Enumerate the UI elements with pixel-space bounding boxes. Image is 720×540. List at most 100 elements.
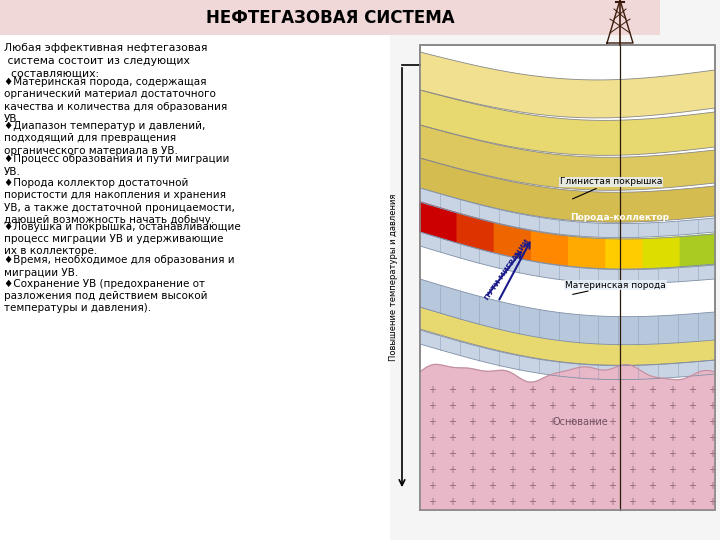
Text: +: + <box>488 465 496 475</box>
Text: +: + <box>428 385 436 395</box>
Text: +: + <box>708 417 716 427</box>
Text: +: + <box>448 481 456 491</box>
Text: +: + <box>428 401 436 411</box>
Polygon shape <box>680 234 715 267</box>
Text: +: + <box>568 497 576 507</box>
Text: +: + <box>628 465 636 475</box>
Text: +: + <box>548 481 556 491</box>
Polygon shape <box>495 223 531 261</box>
Polygon shape <box>606 239 643 269</box>
Polygon shape <box>420 330 715 380</box>
Polygon shape <box>420 52 715 118</box>
FancyBboxPatch shape <box>0 0 660 35</box>
Text: +: + <box>608 433 616 443</box>
Text: +: + <box>688 465 696 475</box>
Text: +: + <box>508 449 516 459</box>
Text: +: + <box>528 481 536 491</box>
Text: +: + <box>468 465 476 475</box>
Text: +: + <box>548 497 556 507</box>
Text: +: + <box>508 417 516 427</box>
Text: +: + <box>648 497 656 507</box>
Text: +: + <box>448 465 456 475</box>
Text: +: + <box>548 465 556 475</box>
Text: +: + <box>528 417 536 427</box>
Text: +: + <box>508 401 516 411</box>
FancyBboxPatch shape <box>0 35 390 540</box>
Text: +: + <box>468 497 476 507</box>
Text: Материнская порода: Материнская порода <box>565 280 666 294</box>
Text: +: + <box>468 385 476 395</box>
Text: +: + <box>628 417 636 427</box>
Text: +: + <box>668 401 676 411</box>
Text: +: + <box>588 497 596 507</box>
Text: +: + <box>508 385 516 395</box>
Text: +: + <box>568 433 576 443</box>
Text: +: + <box>668 385 676 395</box>
Text: +: + <box>608 385 616 395</box>
Text: +: + <box>648 481 656 491</box>
Text: +: + <box>668 465 676 475</box>
Text: +: + <box>608 417 616 427</box>
Text: +: + <box>648 385 656 395</box>
Text: +: + <box>708 465 716 475</box>
Polygon shape <box>420 232 715 284</box>
Text: ПУТИ МИГРАЦИИ: ПУТИ МИГРАЦИИ <box>484 239 530 301</box>
Text: +: + <box>528 465 536 475</box>
Polygon shape <box>420 90 715 156</box>
Polygon shape <box>420 307 715 365</box>
Text: +: + <box>428 497 436 507</box>
Text: +: + <box>548 449 556 459</box>
Polygon shape <box>420 188 715 238</box>
Text: +: + <box>628 401 636 411</box>
Text: ♦Сохранение УВ (предохранение от
разложения под действием высокой
температуры и : ♦Сохранение УВ (предохранение от разложе… <box>4 279 207 313</box>
Text: +: + <box>688 449 696 459</box>
Text: +: + <box>688 497 696 507</box>
Text: +: + <box>708 497 716 507</box>
Text: +: + <box>608 497 616 507</box>
Polygon shape <box>569 236 606 269</box>
Text: +: + <box>448 401 456 411</box>
Text: +: + <box>548 401 556 411</box>
Text: Основание: Основание <box>552 417 608 427</box>
Text: +: + <box>668 433 676 443</box>
Text: +: + <box>648 465 656 475</box>
Text: +: + <box>668 417 676 427</box>
Polygon shape <box>420 279 715 345</box>
Text: +: + <box>548 385 556 395</box>
Text: +: + <box>708 385 716 395</box>
Text: +: + <box>608 401 616 411</box>
Text: Повышение температуры и давления: Повышение температуры и давления <box>390 194 398 361</box>
Text: +: + <box>688 385 696 395</box>
Text: +: + <box>508 465 516 475</box>
Text: +: + <box>488 497 496 507</box>
Text: +: + <box>488 401 496 411</box>
Text: +: + <box>628 385 636 395</box>
Text: +: + <box>668 497 676 507</box>
Text: +: + <box>528 449 536 459</box>
Text: +: + <box>508 433 516 443</box>
Text: +: + <box>448 385 456 395</box>
Polygon shape <box>643 237 680 269</box>
Text: НЕФТЕГАЗОВАЯ СИСТЕМА: НЕФТЕГАЗОВАЯ СИСТЕМА <box>206 9 454 27</box>
Text: +: + <box>428 465 436 475</box>
Text: +: + <box>528 385 536 395</box>
Text: ♦Порода коллектор достаточной
пористости для накопления и хранения
УВ, а также д: ♦Порода коллектор достаточной пористости… <box>4 178 235 225</box>
Text: +: + <box>588 417 596 427</box>
Text: +: + <box>488 385 496 395</box>
Text: +: + <box>468 449 476 459</box>
Text: +: + <box>568 481 576 491</box>
Text: +: + <box>488 481 496 491</box>
Text: +: + <box>688 417 696 427</box>
Polygon shape <box>457 213 495 253</box>
Text: +: + <box>428 433 436 443</box>
Text: ♦Диапазон температур и давлений,
подходящий для превращения
органического матери: ♦Диапазон температур и давлений, подходя… <box>4 121 205 156</box>
Text: +: + <box>588 385 596 395</box>
Text: +: + <box>608 481 616 491</box>
Text: +: + <box>448 433 456 443</box>
Text: +: + <box>548 433 556 443</box>
Text: +: + <box>688 433 696 443</box>
Text: +: + <box>468 481 476 491</box>
Text: +: + <box>708 433 716 443</box>
Text: +: + <box>588 481 596 491</box>
Polygon shape <box>420 364 715 510</box>
